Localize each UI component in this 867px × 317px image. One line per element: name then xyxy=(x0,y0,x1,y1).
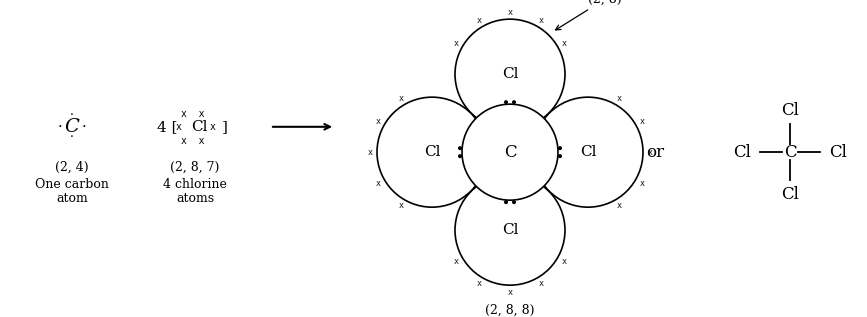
Text: x: x xyxy=(639,117,644,126)
Text: Cl: Cl xyxy=(829,144,847,161)
Text: x: x xyxy=(507,8,512,17)
Circle shape xyxy=(458,146,462,150)
Circle shape xyxy=(504,200,508,204)
Text: C: C xyxy=(504,144,517,161)
Text: Cl: Cl xyxy=(781,102,799,119)
Text: (2, 8): (2, 8) xyxy=(556,0,622,30)
Circle shape xyxy=(533,97,643,207)
Circle shape xyxy=(455,19,565,129)
Circle shape xyxy=(512,200,516,204)
Circle shape xyxy=(462,104,558,200)
Text: x: x xyxy=(453,257,459,266)
Text: atoms: atoms xyxy=(176,192,214,205)
Text: x: x xyxy=(399,201,403,210)
Text: 4 chlorine: 4 chlorine xyxy=(163,178,227,191)
Text: ·: · xyxy=(57,120,62,134)
Text: C: C xyxy=(64,118,80,136)
Text: x: x xyxy=(507,288,512,297)
Text: (2, 8, 8): (2, 8, 8) xyxy=(486,304,535,317)
Text: x: x xyxy=(375,117,381,126)
Text: x: x xyxy=(538,279,544,288)
Text: ·: · xyxy=(70,109,74,122)
Text: ]: ] xyxy=(222,120,228,134)
Text: x: x xyxy=(375,179,381,188)
Text: Cl: Cl xyxy=(424,145,440,159)
Text: x: x xyxy=(648,148,653,157)
Text: x: x xyxy=(561,257,566,266)
Text: x: x xyxy=(368,148,373,157)
Text: Cl: Cl xyxy=(502,223,518,237)
Text: ·: · xyxy=(70,131,74,144)
Text: x: x xyxy=(616,201,622,210)
Text: 4 [: 4 [ xyxy=(157,120,177,134)
Text: x  x: x x xyxy=(181,109,205,119)
Text: x: x xyxy=(210,122,216,132)
Text: (2, 4): (2, 4) xyxy=(55,160,88,173)
Text: Cl: Cl xyxy=(191,120,207,134)
Circle shape xyxy=(558,146,562,150)
Circle shape xyxy=(512,100,516,104)
Text: x: x xyxy=(477,16,481,25)
Text: x: x xyxy=(453,39,459,48)
Text: x: x xyxy=(561,39,566,48)
Text: Cl: Cl xyxy=(502,67,518,81)
Text: x  x: x x xyxy=(181,136,205,146)
Text: x: x xyxy=(639,179,644,188)
Text: x: x xyxy=(616,94,622,103)
Text: C: C xyxy=(784,144,796,161)
Text: ·: · xyxy=(81,120,87,134)
Circle shape xyxy=(458,154,462,158)
Text: Cl: Cl xyxy=(580,145,596,159)
Circle shape xyxy=(455,175,565,285)
Text: x: x xyxy=(399,94,403,103)
Text: Cl: Cl xyxy=(781,186,799,203)
Text: x: x xyxy=(477,279,481,288)
Circle shape xyxy=(504,100,508,104)
Text: (2, 8, 7): (2, 8, 7) xyxy=(170,160,219,173)
Text: atom: atom xyxy=(56,192,88,205)
Circle shape xyxy=(558,154,562,158)
Circle shape xyxy=(377,97,487,207)
Text: x: x xyxy=(176,122,182,132)
Text: x: x xyxy=(538,16,544,25)
Text: or: or xyxy=(646,144,664,161)
Text: One carbon: One carbon xyxy=(35,178,109,191)
Text: Cl: Cl xyxy=(733,144,751,161)
